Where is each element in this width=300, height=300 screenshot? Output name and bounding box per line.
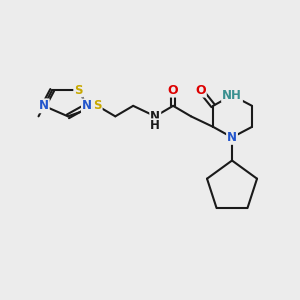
Text: N: N <box>227 131 237 144</box>
Text: NH: NH <box>222 89 242 102</box>
Text: N: N <box>150 110 160 123</box>
Text: N: N <box>82 99 92 112</box>
Text: S: S <box>93 99 102 112</box>
Text: H: H <box>150 119 160 132</box>
Text: O: O <box>195 84 206 97</box>
Text: O: O <box>168 84 178 97</box>
Text: N: N <box>39 99 49 112</box>
Text: S: S <box>74 84 83 97</box>
